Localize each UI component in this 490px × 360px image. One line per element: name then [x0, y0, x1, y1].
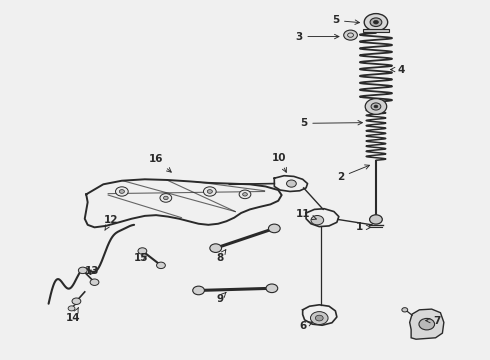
Circle shape	[164, 196, 168, 200]
Text: 9: 9	[216, 292, 226, 304]
Circle shape	[316, 315, 323, 321]
Text: 2: 2	[337, 165, 369, 182]
Text: 3: 3	[295, 32, 339, 41]
Circle shape	[243, 193, 247, 196]
Circle shape	[203, 187, 216, 196]
Text: 1: 1	[356, 222, 371, 232]
Circle shape	[365, 99, 387, 114]
Text: 5: 5	[300, 118, 363, 128]
Circle shape	[287, 180, 296, 187]
Circle shape	[138, 248, 147, 254]
Circle shape	[193, 286, 204, 295]
Bar	[363, 29, 389, 32]
Circle shape	[78, 267, 87, 274]
Circle shape	[373, 21, 378, 24]
Text: 4: 4	[391, 64, 405, 75]
Text: 11: 11	[295, 209, 317, 220]
Polygon shape	[410, 309, 444, 339]
Circle shape	[371, 103, 381, 110]
Circle shape	[266, 284, 278, 293]
Circle shape	[120, 190, 124, 193]
Circle shape	[369, 215, 382, 224]
Circle shape	[116, 187, 128, 196]
Circle shape	[157, 262, 165, 269]
Circle shape	[419, 319, 435, 330]
Circle shape	[402, 308, 408, 312]
Text: 8: 8	[216, 250, 226, 263]
Circle shape	[311, 216, 324, 225]
Circle shape	[239, 190, 251, 199]
Text: 16: 16	[149, 154, 172, 172]
Circle shape	[269, 224, 280, 233]
Circle shape	[68, 306, 75, 311]
Circle shape	[364, 14, 388, 31]
Text: 12: 12	[103, 215, 118, 230]
Circle shape	[90, 279, 99, 285]
Text: 15: 15	[134, 253, 148, 263]
Circle shape	[210, 244, 221, 252]
Circle shape	[160, 194, 172, 202]
Circle shape	[374, 105, 378, 108]
Text: 7: 7	[426, 316, 440, 325]
Circle shape	[72, 298, 81, 305]
Text: 5: 5	[332, 15, 360, 26]
Circle shape	[207, 190, 212, 193]
Text: 10: 10	[272, 153, 287, 172]
Circle shape	[311, 312, 328, 324]
Circle shape	[343, 30, 357, 40]
Circle shape	[370, 18, 382, 27]
Text: 13: 13	[85, 266, 100, 276]
Text: 14: 14	[66, 308, 80, 323]
Text: 6: 6	[299, 321, 313, 331]
